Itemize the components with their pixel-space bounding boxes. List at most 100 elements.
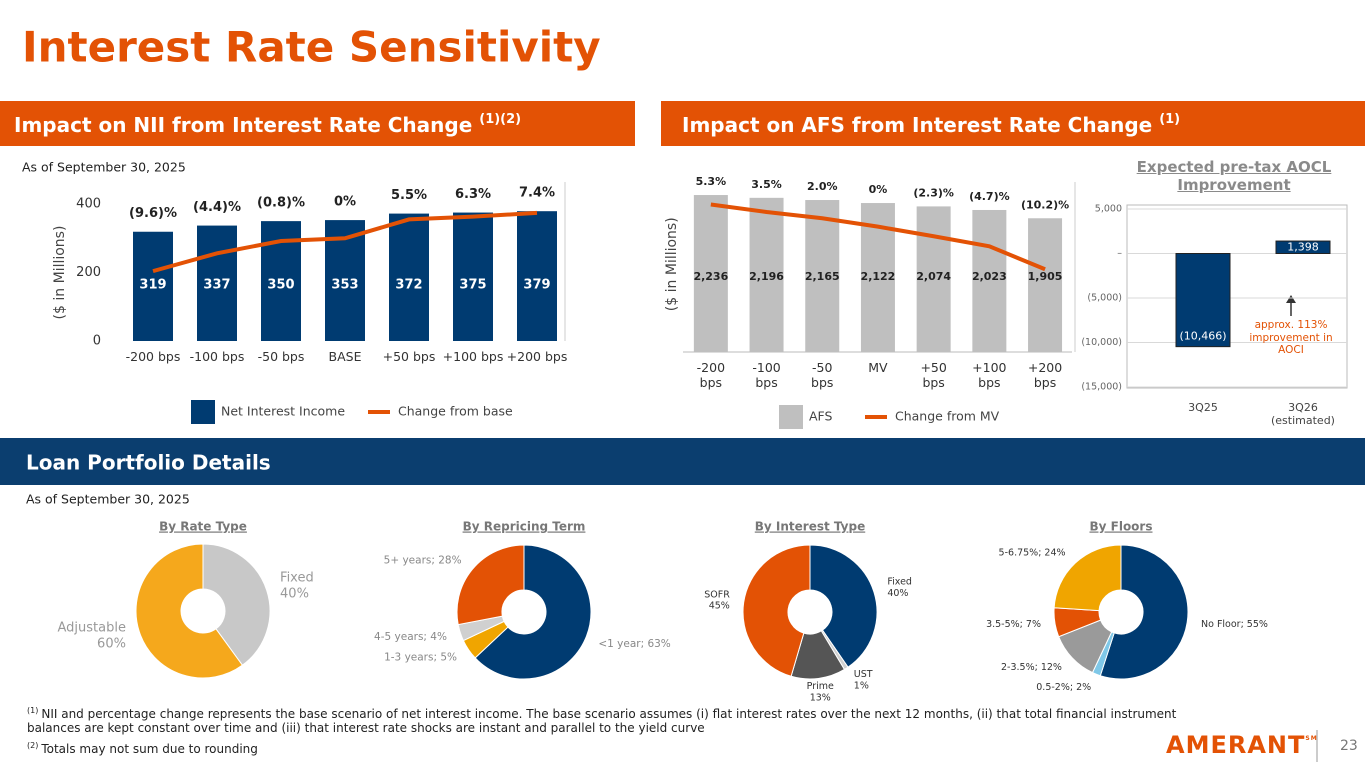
x-tick-label-box: +200 bps xyxy=(506,349,568,364)
as-of: As of September 30, 2025 xyxy=(22,160,186,175)
slice-value: 13% xyxy=(810,693,831,704)
bar xyxy=(1175,253,1231,348)
slice-label: 4-5 years; 4% xyxy=(374,631,447,643)
section-title: Loan Portfolio Details xyxy=(26,451,271,475)
data-label: (0.8)% xyxy=(257,196,305,211)
x-tick-label: -100 bps xyxy=(189,349,245,364)
chart-title: By Repricing Term xyxy=(463,520,586,534)
plot-frame xyxy=(1126,204,1348,389)
x-tick-label-box: 3Q25 xyxy=(1188,401,1218,414)
chart-title: By Interest Type xyxy=(755,520,865,534)
bar xyxy=(1028,218,1063,352)
x-tick-label: +200 bps xyxy=(506,349,568,364)
pie-slice xyxy=(202,543,271,666)
bar-label: 375 xyxy=(459,278,486,293)
bar-label: 319 xyxy=(139,278,166,293)
slice-label: Prime xyxy=(807,681,834,692)
y-tick-label: 0 xyxy=(93,334,101,349)
bar xyxy=(389,213,429,341)
bar-label: 337 xyxy=(203,278,230,293)
x-tick-label: BASE xyxy=(328,349,362,364)
x-tick-label-box: -50 bps xyxy=(811,360,833,390)
footnote: (1) NII and percentage change represents … xyxy=(27,706,1227,736)
as-of: As of September 30, 2025 xyxy=(26,492,190,507)
data-label: 3.5% xyxy=(751,178,782,191)
annotation-box: approx. 113% improvement in AOCI xyxy=(1249,319,1333,357)
y-tick-label: (5,000) xyxy=(1087,293,1122,304)
bar xyxy=(916,206,951,352)
slice-label: Fixed xyxy=(887,577,912,588)
slice-label: 5-6.75%; 24% xyxy=(999,547,1066,558)
footnote-text: Totals may not sum due to rounding xyxy=(41,742,258,756)
data-label: 7.4% xyxy=(519,186,555,201)
data-label: (4.4)% xyxy=(193,200,241,215)
footnote-marker: (1) xyxy=(27,706,39,715)
y-tick-label: 200 xyxy=(76,265,101,280)
y-tick-label: 5,000 xyxy=(1095,204,1122,215)
bar xyxy=(749,197,784,352)
pie-slice xyxy=(809,544,878,668)
data-label: 2.0% xyxy=(807,180,838,193)
chart-title: Expected pre-tax AOCL Improvement xyxy=(1136,158,1332,194)
page-number: 23 xyxy=(1340,738,1358,754)
pie-slice xyxy=(456,544,525,626)
bar-label: 1,398 xyxy=(1287,240,1319,253)
legend-label: Change from MV xyxy=(895,409,1000,424)
x-tick-label-box: +100 bps xyxy=(443,349,504,364)
slice-label: 5+ years; 28% xyxy=(384,554,462,566)
bar xyxy=(453,212,493,341)
x-tick-label-box: 3Q26 (estimated) xyxy=(1271,401,1335,427)
slice-label: 3.5-5%; 7% xyxy=(986,619,1041,630)
section-note: (1)(2) xyxy=(479,112,521,127)
slice-value: 40% xyxy=(887,588,908,599)
bar-label: 353 xyxy=(331,278,358,293)
data-label: (10.2)% xyxy=(1021,198,1069,211)
footnote-marker: (2) xyxy=(27,741,39,750)
x-tick-label-box: -50 bps xyxy=(257,349,305,364)
section-title: Impact on NII from Interest Rate Change … xyxy=(14,112,521,137)
pie-slice xyxy=(474,544,592,680)
bar xyxy=(1275,240,1331,254)
x-tick-label-box: +50 bps xyxy=(382,349,436,364)
bar xyxy=(805,200,840,352)
x-tick-label-box: -100 bps xyxy=(189,349,245,364)
line xyxy=(710,202,1046,272)
y-tick-label: (15,000) xyxy=(1081,382,1122,393)
chart-title: By Rate Type xyxy=(159,520,247,534)
logo-mark: SM xyxy=(1305,735,1317,742)
slice-value: 40% xyxy=(280,586,309,601)
x-tick-label: +50 bps xyxy=(920,360,947,390)
footnote-text: NII and percentage change represents the… xyxy=(27,707,1177,736)
slice-label: UST xyxy=(854,669,873,680)
slice-label: 1-3 years; 5% xyxy=(384,652,457,664)
x-tick-label: +50 bps xyxy=(382,349,436,364)
bar-label: 2,074 xyxy=(916,270,951,283)
annotation: approx. 113% improvement in AOCI xyxy=(1249,319,1333,357)
slice-label: 2-3.5%; 12% xyxy=(1001,662,1062,673)
x-tick-label: -200 bps xyxy=(125,349,181,364)
pie-slice xyxy=(742,544,811,677)
header-bar xyxy=(661,101,1365,146)
arrow-head xyxy=(1286,295,1296,303)
footnote-box: (2) Totals may not sum due to rounding xyxy=(27,741,258,756)
line xyxy=(152,210,538,274)
x-tick-label: -100 bps xyxy=(752,360,781,390)
data-label: 5.3% xyxy=(696,175,727,188)
x-tick-label: -50 bps xyxy=(257,349,305,364)
y-tick-label: (10,000) xyxy=(1081,337,1122,348)
x-tick-label-box: -100 bps xyxy=(752,360,781,390)
legend-label: AFS xyxy=(809,409,833,424)
data-label: 0% xyxy=(869,183,888,196)
slice-label: <1 year; 63% xyxy=(598,638,670,650)
chart-title-box: Expected pre-tax AOCL Improvement xyxy=(1136,158,1332,194)
x-tick-label: 3Q25 xyxy=(1188,401,1218,414)
bar-label: 2,196 xyxy=(749,270,784,283)
bar xyxy=(693,195,728,352)
data-label: (9.6)% xyxy=(129,206,177,221)
slice-label: SOFR xyxy=(704,589,730,600)
logo: AMERANTSM xyxy=(1166,731,1318,759)
logo-text: AMERANT xyxy=(1166,731,1305,759)
x-tick-label-box: -200 bps xyxy=(125,349,181,364)
data-label: 6.3% xyxy=(455,187,491,202)
